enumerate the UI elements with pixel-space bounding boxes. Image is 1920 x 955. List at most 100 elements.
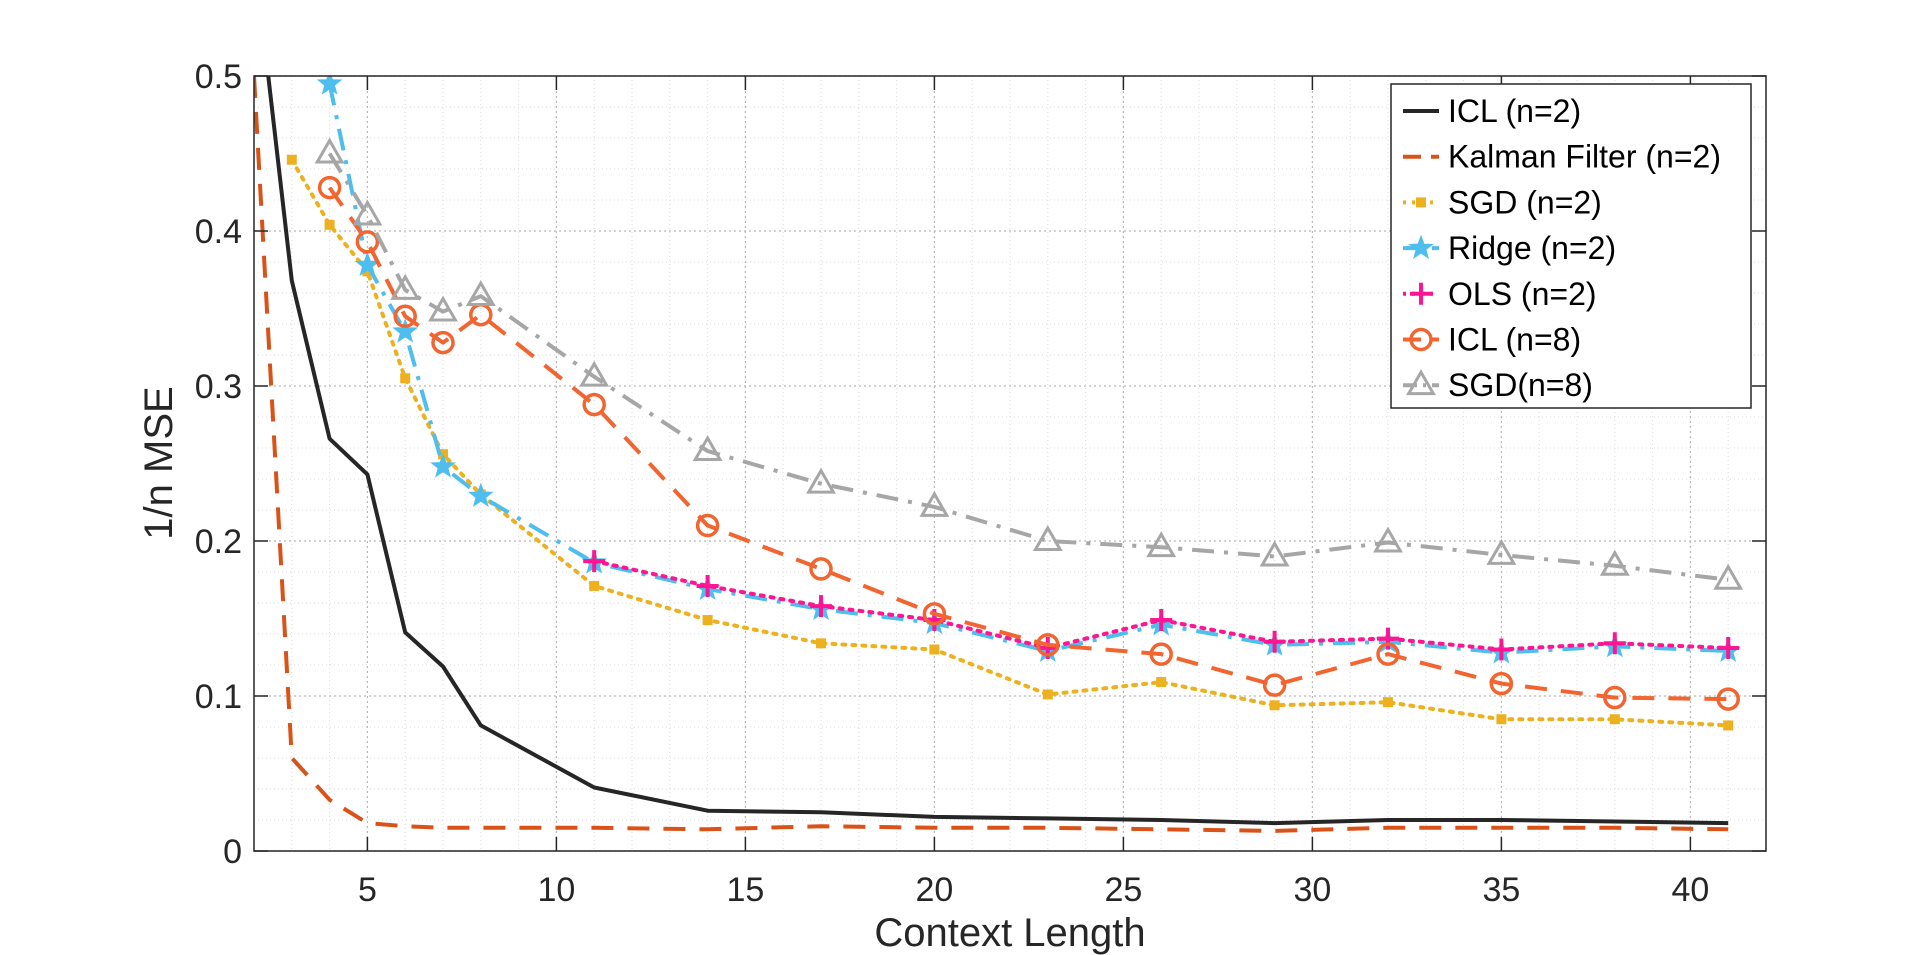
legend-label: ICL (n=8) [1448, 322, 1581, 358]
data-point [316, 76, 343, 95]
data-point [430, 453, 456, 478]
series-sgd-n-2 [286, 154, 1734, 731]
data-point [1490, 638, 1513, 661]
legend-item: Ridge (n=2) [1403, 230, 1616, 266]
data-point [809, 557, 833, 581]
data-point [1259, 540, 1290, 567]
legend-marker [1416, 197, 1426, 208]
y-tick-label: 0 [223, 833, 242, 871]
x-tick-label: 40 [1671, 871, 1709, 909]
series-line [327, 152, 1729, 582]
data-point [1486, 538, 1517, 565]
data-point [806, 467, 836, 494]
x-tick-label: 5 [358, 871, 377, 909]
data-point [1262, 673, 1287, 697]
y-tick-label: 0.5 [195, 58, 242, 96]
legend-marker [1406, 369, 1436, 396]
data-point [1149, 642, 1173, 666]
legend-label: OLS (n=2) [1448, 276, 1597, 312]
data-point [1599, 549, 1630, 576]
legend-marker [1408, 234, 1434, 259]
data-point [468, 482, 494, 507]
data-point [400, 373, 411, 384]
data-point [1603, 685, 1627, 710]
data-point [582, 392, 606, 417]
x-tick-label: 35 [1482, 871, 1520, 909]
y-tick-label: 0.1 [195, 678, 242, 716]
data-point [314, 137, 345, 164]
legend-label: ICL (n=2) [1448, 93, 1581, 129]
legend-label: SGD (n=2) [1448, 184, 1602, 220]
data-point [355, 230, 380, 254]
data-point [317, 175, 342, 200]
legend-label: SGD(n=8) [1448, 367, 1593, 403]
data-point [919, 490, 950, 517]
legend-box [1390, 83, 1752, 409]
data-point [1723, 720, 1734, 731]
data-point [286, 154, 297, 165]
data-point [324, 219, 335, 230]
data-point [1376, 642, 1400, 666]
data-point [1717, 636, 1740, 659]
data-point [352, 199, 383, 226]
data-point [1146, 531, 1177, 558]
data-point [695, 513, 720, 538]
data-point [810, 595, 832, 618]
legend-item: ICL (n=2) [1403, 93, 1581, 129]
data-point [1373, 526, 1403, 553]
data-point [589, 580, 600, 591]
data-point [392, 318, 418, 343]
series-layer [254, 76, 1744, 833]
data-point [816, 638, 826, 649]
data-point [1263, 630, 1286, 653]
series-sgd-n-8 [314, 137, 1744, 590]
data-point [1496, 714, 1507, 725]
data-point [702, 615, 713, 626]
legend-item: SGD(n=8) [1403, 367, 1593, 403]
data-point [929, 644, 940, 655]
data-point [1377, 627, 1399, 650]
y-axis-tick-labels: 0 0.1 0.2 0.3 0.4 0.5 [195, 58, 242, 871]
data-point [1609, 714, 1620, 725]
series-line [266, 76, 1729, 826]
data-point [583, 550, 606, 573]
data-point [465, 280, 496, 307]
data-point [393, 304, 417, 328]
data-point [1036, 633, 1060, 657]
legend-item: OLS (n=2) [1403, 276, 1597, 312]
y-tick-label: 0.2 [195, 523, 242, 561]
plot-frame [253, 75, 1767, 852]
legend: ICL (n=2) Kalman Filter (n=2) SGD (n=2) Rid… [1390, 83, 1752, 409]
x-axis-tick-labels: 5 10 15 20 25 30 35 40 [358, 871, 1709, 909]
data-point [1150, 609, 1173, 632]
series-icl-n-8 [317, 175, 1740, 711]
x-tick-label: 25 [1104, 871, 1142, 909]
series-icl-n-2 [266, 76, 1729, 826]
data-point [922, 602, 947, 626]
x-tick-label: 30 [1293, 871, 1331, 909]
series-line [327, 83, 1729, 655]
x-axis-label: Context Length [874, 911, 1145, 955]
series-line [327, 186, 1729, 702]
series-line [254, 76, 1729, 833]
legend-marker [1409, 327, 1433, 352]
data-point [696, 574, 719, 597]
data-point [1603, 632, 1626, 655]
data-point [1032, 524, 1063, 551]
x-tick-label: 15 [726, 871, 764, 909]
data-point [579, 360, 610, 387]
data-point [1713, 563, 1744, 590]
legend-item: ICL (n=8) [1403, 322, 1581, 358]
x-tick-label: 20 [915, 871, 953, 909]
data-point [1716, 687, 1740, 711]
data-point [390, 273, 421, 300]
data-point [1042, 689, 1053, 700]
legend-item: Kalman Filter (n=2) [1403, 139, 1721, 175]
y-tick-label: 0.3 [195, 368, 242, 406]
series-kalman-filter-n-2 [254, 76, 1729, 833]
y-tick-label: 0.4 [195, 213, 242, 251]
y-axis-label: 1/n MSE [137, 386, 181, 539]
data-point [362, 266, 373, 277]
data-point [1269, 700, 1280, 711]
